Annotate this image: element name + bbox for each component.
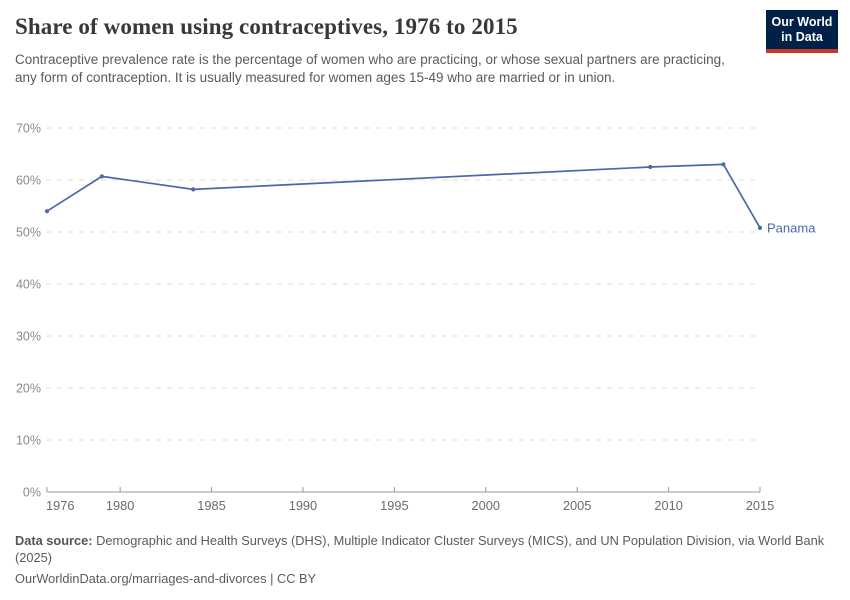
data-point[interactable]: [99, 174, 104, 179]
x-tick-label: 1995: [380, 498, 408, 513]
x-tick-label: 2015: [746, 498, 774, 513]
y-tick-label: 30%: [16, 330, 41, 344]
page-title: Share of women using contraceptives, 197…: [15, 14, 518, 39]
data-point[interactable]: [191, 187, 196, 192]
x-tick-label: 2010: [654, 498, 682, 513]
x-tick-label: 1990: [289, 498, 317, 513]
data-source-text: Demographic and Health Surveys (DHS), Mu…: [15, 533, 825, 566]
data-source-label: Data source:: [15, 533, 93, 548]
y-tick-label: 10%: [16, 434, 41, 448]
y-tick-label: 50%: [16, 226, 41, 240]
chart-footer: Data source: Demographic and Health Surv…: [15, 532, 830, 587]
x-tick-label: 1980: [106, 498, 134, 513]
chart-subtitle: Contraceptive prevalence rate is the per…: [15, 52, 725, 86]
logo-text-line2: in Data: [781, 30, 823, 44]
x-tick-label: 1985: [197, 498, 225, 513]
series-line[interactable]: [46, 163, 761, 229]
y-tick-label: 20%: [16, 382, 41, 396]
data-point[interactable]: [757, 225, 763, 230]
y-tick-label: 60%: [16, 174, 41, 188]
x-tick-label: 2005: [563, 498, 591, 513]
y-tick-label: 0%: [23, 486, 41, 500]
x-tick-label: 1976: [46, 498, 74, 513]
data-point[interactable]: [44, 209, 50, 214]
data-point[interactable]: [648, 164, 653, 170]
y-tick-label: 40%: [16, 278, 41, 292]
data-point[interactable]: [721, 162, 726, 167]
owid-logo[interactable]: Our World in Data: [766, 10, 838, 53]
y-tick-label: 70%: [16, 122, 41, 136]
attribution-link[interactable]: OurWorldinData.org/marriages-and-divorce…: [15, 571, 317, 587]
entity-label[interactable]: Panama: [767, 220, 816, 235]
x-tick-label: 2000: [472, 498, 500, 513]
logo-text-line1: Our World: [771, 15, 833, 29]
data-source-line: Data source: Demographic and Health Surv…: [15, 532, 830, 566]
